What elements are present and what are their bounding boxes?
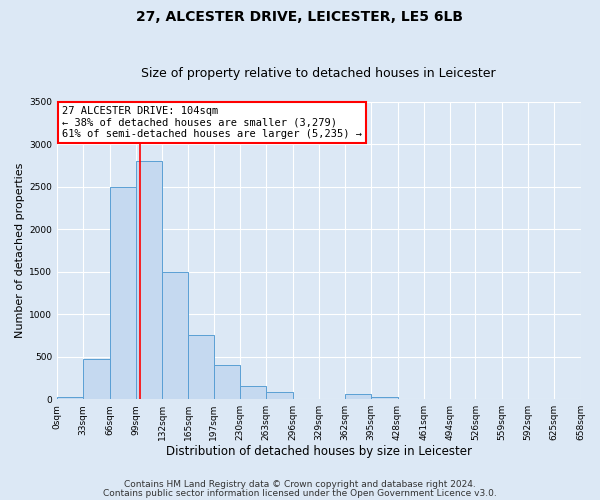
Bar: [162, 272, 188, 399]
Bar: [110, 186, 136, 399]
X-axis label: Distribution of detached houses by size in Leicester: Distribution of detached houses by size …: [166, 444, 472, 458]
Text: 27 ALCESTER DRIVE: 104sqm
← 38% of detached houses are smaller (3,279)
61% of se: 27 ALCESTER DRIVE: 104sqm ← 38% of detac…: [62, 106, 362, 139]
Bar: [83, 359, 110, 399]
Bar: [266, 392, 293, 399]
Bar: [57, 398, 83, 399]
Bar: [345, 394, 371, 399]
Bar: [371, 396, 398, 399]
Text: Contains public sector information licensed under the Open Government Licence v3: Contains public sector information licen…: [103, 490, 497, 498]
Y-axis label: Number of detached properties: Number of detached properties: [15, 162, 25, 338]
Bar: [214, 365, 240, 399]
Bar: [188, 336, 214, 399]
Title: Size of property relative to detached houses in Leicester: Size of property relative to detached ho…: [142, 66, 496, 80]
Bar: [136, 161, 162, 399]
Text: Contains HM Land Registry data © Crown copyright and database right 2024.: Contains HM Land Registry data © Crown c…: [124, 480, 476, 489]
Bar: [240, 386, 266, 399]
Text: 27, ALCESTER DRIVE, LEICESTER, LE5 6LB: 27, ALCESTER DRIVE, LEICESTER, LE5 6LB: [137, 10, 464, 24]
